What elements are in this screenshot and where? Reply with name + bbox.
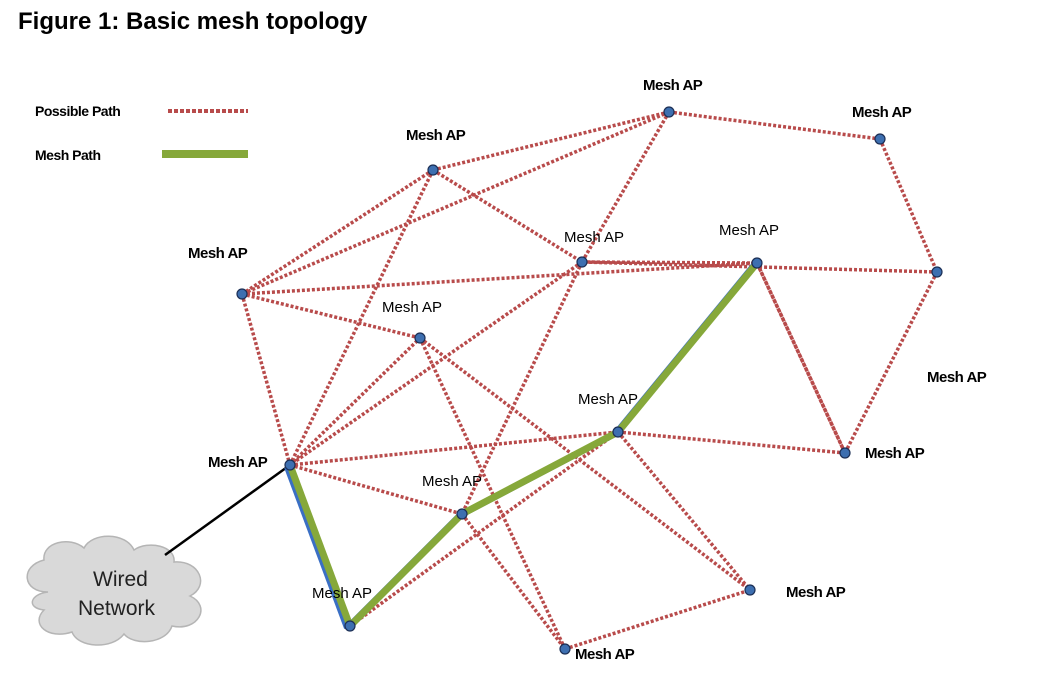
mesh-ap-node [415, 333, 425, 343]
possible-path-edge [350, 432, 618, 626]
mesh-ap-label: Mesh AP [208, 454, 268, 471]
possible-path-edge [290, 262, 582, 465]
legend: Possible Path Mesh Path [35, 103, 248, 163]
possible-path-edge [290, 338, 420, 465]
possible-path-edge [669, 112, 880, 139]
mesh-ap-label: Mesh AP [719, 222, 779, 239]
mesh-path-edge [618, 263, 757, 432]
mesh-ap-label: Mesh AP [643, 77, 703, 94]
mesh-path-edges [287, 263, 757, 628]
possible-path-edge [420, 338, 565, 649]
legend-mesh-path-label: Mesh Path [35, 147, 101, 163]
mesh-ap-node [237, 289, 247, 299]
possible-path-edge [290, 170, 433, 465]
mesh-ap-node [875, 134, 885, 144]
mesh-ap-node [752, 258, 762, 268]
possible-path-edge [433, 170, 582, 262]
possible-path-edge [565, 590, 750, 649]
mesh-ap-label: Mesh AP [852, 104, 912, 121]
mesh-ap-node [457, 509, 467, 519]
possible-path-edge [845, 272, 937, 453]
mesh-ap-node [613, 427, 623, 437]
mesh-ap-label: Mesh AP [578, 391, 638, 408]
mesh-ap-nodes [237, 107, 942, 654]
mesh-ap-node [664, 107, 674, 117]
wired-link [165, 465, 290, 555]
cloud-label-line2: Network [78, 597, 156, 620]
mesh-ap-label: Mesh AP [312, 585, 372, 602]
possible-path-edge [757, 263, 845, 453]
mesh-ap-label: Mesh AP [382, 299, 442, 316]
legend-possible-path-label: Possible Path [35, 103, 120, 119]
possible-path-edges [242, 112, 937, 649]
wired-link-edge [165, 465, 290, 555]
possible-path-edge [462, 514, 565, 649]
mesh-ap-label: Mesh AP [406, 127, 466, 144]
wired-network-cloud: Wired Network [27, 536, 201, 645]
possible-path-edge [242, 263, 757, 294]
possible-path-edge [880, 139, 937, 272]
mesh-ap-label: Mesh AP [422, 473, 482, 490]
mesh-ap-node [285, 460, 295, 470]
mesh-ap-label: Mesh AP [188, 245, 248, 262]
mesh-ap-node [840, 448, 850, 458]
possible-path-edge [242, 170, 433, 294]
mesh-path-edge [350, 514, 462, 626]
mesh-ap-label: Mesh AP [564, 229, 624, 246]
mesh-ap-labels: Mesh AP Mesh AP Mesh AP Mesh AP Mesh AP Mesh … [188, 77, 987, 663]
possible-path-edge [242, 294, 290, 465]
cloud-label-line1: Wired [93, 568, 148, 591]
mesh-ap-label: Mesh AP [575, 646, 635, 663]
possible-path-edge [618, 432, 750, 590]
mesh-ap-label: Mesh AP [786, 584, 846, 601]
possible-path-edge [618, 432, 845, 453]
possible-path-edge [420, 338, 750, 590]
mesh-path-shadow-edge [287, 467, 347, 628]
mesh-ap-node [428, 165, 438, 175]
mesh-ap-node [932, 267, 942, 277]
mesh-ap-node [560, 644, 570, 654]
mesh-ap-node [577, 257, 587, 267]
possible-path-edge [582, 262, 757, 263]
mesh-ap-label: Mesh AP [865, 445, 925, 462]
mesh-ap-label: Mesh AP [927, 369, 987, 386]
mesh-ap-node [345, 621, 355, 631]
mesh-ap-node [745, 585, 755, 595]
